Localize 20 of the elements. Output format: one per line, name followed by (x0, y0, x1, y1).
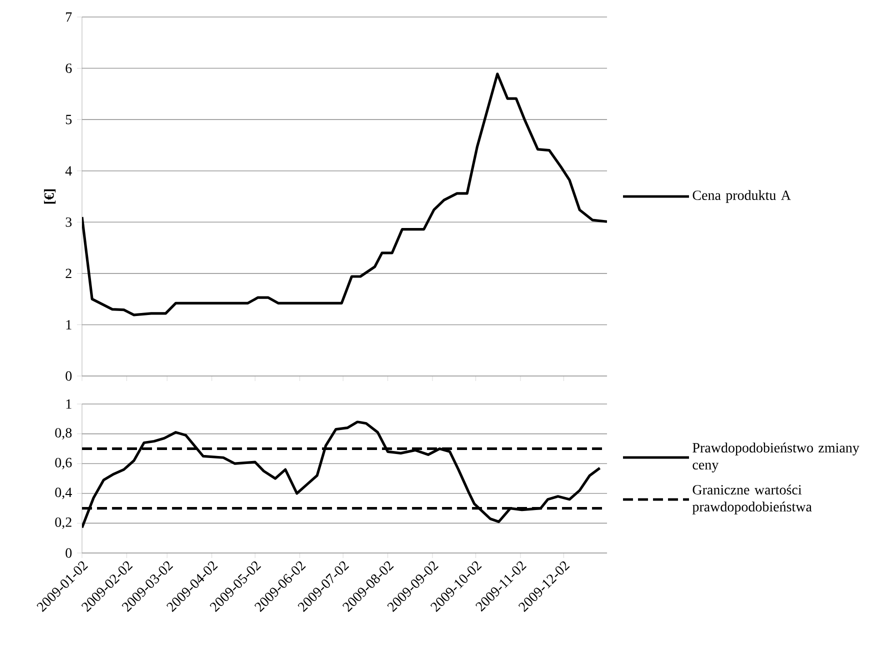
line-series (82, 72, 608, 316)
legend-label: Graniczne wartości prawdopodobieństwa (692, 484, 812, 514)
y-tick-label: 0,2 (55, 517, 72, 529)
legend-label: Prawdopodobieństwo zmiany ceny (692, 442, 860, 472)
y-tick-label: 7 (66, 12, 72, 22)
y-tick-label: 1 (66, 320, 72, 330)
y-tick-label: 0,4 (55, 488, 72, 500)
y-tick-label: 1 (66, 399, 72, 409)
y-tick-label: 0 (66, 371, 72, 381)
y-tick-label: 4 (65, 166, 72, 176)
y-tick-label: 0,8 (55, 428, 72, 440)
line-series (82, 420, 602, 529)
y-tick-label: 5 (66, 114, 72, 124)
y-tick-label: 2 (66, 268, 72, 278)
y-tick-label: 3 (66, 217, 72, 227)
y-tick-label: 6 (66, 64, 72, 73)
y-axis-title: [€] (44, 189, 56, 204)
y-tick-label: 0,6 (55, 458, 72, 470)
y-tick-label: 0 (66, 548, 72, 558)
legend-label: Cena produktu A (692, 190, 791, 203)
